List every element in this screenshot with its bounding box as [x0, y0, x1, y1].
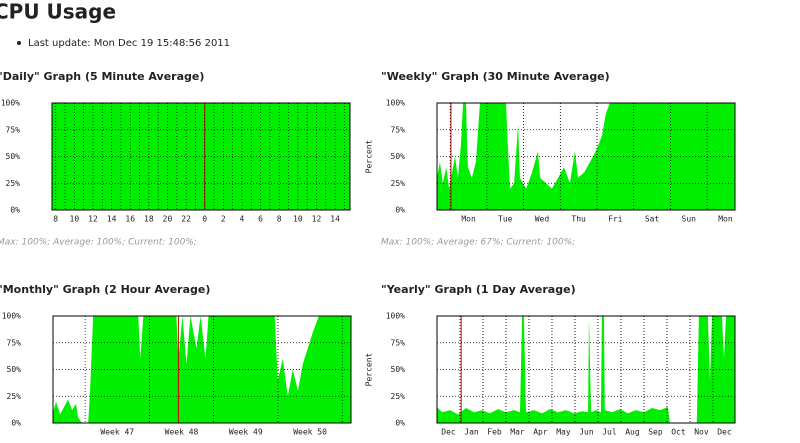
graph-caption: "Daily" Graph (5 Minute Average) — [0, 70, 204, 83]
x-tick-label: Sun — [682, 215, 697, 224]
area — [437, 103, 735, 210]
x-tick-label: Sep — [648, 428, 663, 437]
graph-caption: "Monthly" Graph (2 Hour Average) — [0, 283, 210, 296]
x-tick-label: 0 — [202, 215, 207, 224]
x-tick-label: 12 — [88, 215, 98, 224]
x-tick-label: Mon — [461, 215, 476, 224]
x-tick-label: 18 — [144, 215, 154, 224]
x-tick-label: Thu — [571, 215, 586, 224]
y-tick-label: 0% — [395, 419, 405, 428]
x-tick-label: Oct — [671, 428, 686, 437]
x-tick-label: Week 50 — [293, 428, 327, 437]
y-tick-label: 75% — [6, 125, 21, 134]
x-tick-label: Week 48 — [165, 428, 199, 437]
plot-frame — [436, 102, 736, 211]
graph-caption: "Yearly" Graph (1 Day Average) — [381, 283, 576, 296]
x-tick-label: 4 — [240, 215, 245, 224]
x-tick-label: Jan — [464, 428, 479, 437]
y-tick-label: 50% — [7, 365, 22, 374]
x-tick-label: 14 — [107, 215, 117, 224]
x-tick-label: Jul — [602, 428, 617, 437]
plot-frame — [51, 102, 351, 211]
x-tick-label: 20 — [163, 215, 173, 224]
x-tick-label: Apr — [533, 428, 548, 437]
y-axis-label: Percent — [365, 352, 374, 386]
y-tick-label: 50% — [391, 365, 406, 374]
area — [53, 316, 351, 423]
y-tick-label: 100% — [386, 312, 405, 321]
x-tick-label: Dec — [717, 428, 732, 437]
plot-frame — [52, 315, 352, 424]
x-tick-label: Dec — [441, 428, 456, 437]
y-tick-label: 75% — [7, 338, 22, 347]
bullet — [17, 41, 21, 45]
x-tick-label: 10 — [70, 215, 80, 224]
y-axis-label: Percent — [365, 139, 374, 173]
x-tick-label: Fri — [608, 215, 623, 224]
y-tick-label: 0% — [395, 206, 405, 215]
y-tick-label: 100% — [2, 312, 21, 321]
x-tick-label: 6 — [258, 215, 263, 224]
y-tick-label: 50% — [6, 152, 21, 161]
page-title: CPU Usage — [0, 0, 116, 24]
x-tick-label: 22 — [181, 215, 191, 224]
graph-caption: "Weekly" Graph (30 Minute Average) — [381, 70, 610, 83]
x-tick-label: 16 — [125, 215, 135, 224]
x-tick-label: Week 49 — [229, 428, 263, 437]
x-tick-label: 14 — [330, 215, 340, 224]
plot-frame — [436, 315, 736, 424]
y-tick-label: 100% — [386, 99, 405, 108]
y-tick-label: 75% — [391, 338, 406, 347]
y-tick-label: 100% — [1, 99, 20, 108]
y-tick-label: 25% — [7, 392, 22, 401]
y-tick-label: 25% — [6, 179, 21, 188]
y-tick-label: 0% — [11, 419, 21, 428]
graph-stats: Max: 100%; Average: 67%; Current: 100%; — [381, 238, 575, 248]
x-tick-label: Feb — [487, 428, 502, 437]
x-tick-label: 8 — [53, 215, 58, 224]
x-tick-label: Week 47 — [100, 428, 134, 437]
x-tick-label: 2 — [221, 215, 226, 224]
x-tick-label: Sat — [645, 215, 660, 224]
x-tick-label: 12 — [312, 215, 322, 224]
area — [52, 103, 350, 210]
x-tick-label: 10 — [293, 215, 303, 224]
x-tick-label: 8 — [277, 215, 282, 224]
y-tick-label: 75% — [391, 125, 406, 134]
y-tick-label: 25% — [391, 179, 406, 188]
x-tick-label: Nov — [694, 428, 709, 437]
y-tick-label: 0% — [10, 206, 20, 215]
area — [437, 316, 735, 423]
x-tick-label: Aug — [625, 428, 640, 437]
y-tick-label: 25% — [391, 392, 406, 401]
last-update: Last update: Mon Dec 19 15:48:56 2011 — [28, 38, 230, 49]
y-tick-label: 50% — [391, 152, 406, 161]
x-tick-label: Mar — [510, 428, 525, 437]
graph-stats: Max: 100%; Average: 100%; Current: 100%; — [0, 238, 197, 248]
x-tick-label: Mon — [718, 215, 733, 224]
x-tick-label: Jun — [579, 428, 594, 437]
x-tick-label: Wed — [535, 215, 550, 224]
x-tick-label: May — [556, 428, 571, 437]
x-tick-label: Tue — [498, 215, 513, 224]
